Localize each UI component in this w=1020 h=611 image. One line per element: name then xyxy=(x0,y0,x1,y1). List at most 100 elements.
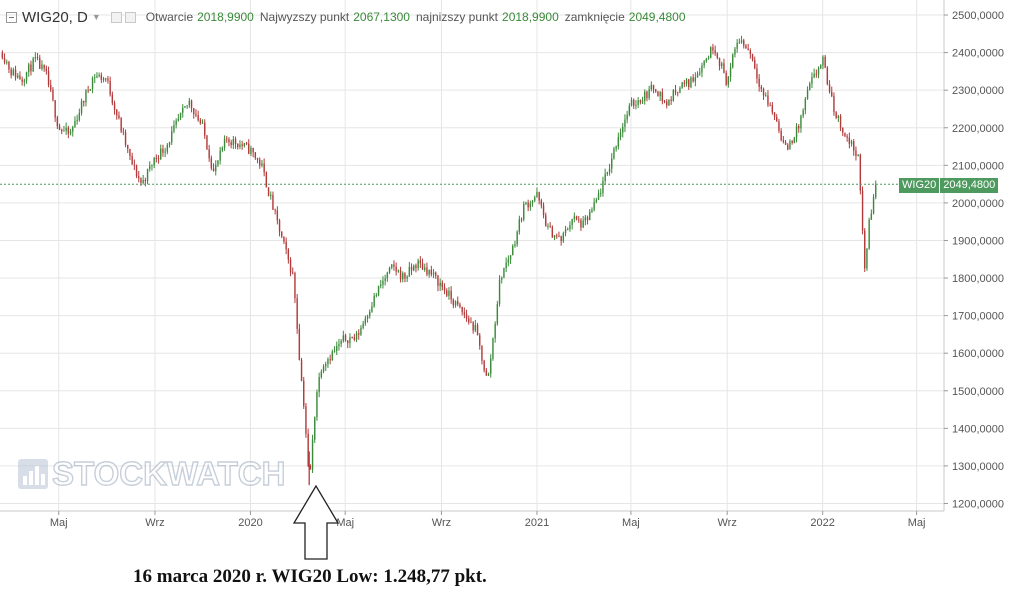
candle-body xyxy=(817,68,820,75)
candle-body xyxy=(567,229,569,230)
candle-body xyxy=(738,42,741,44)
add-icon[interactable] xyxy=(124,11,136,23)
candle-body xyxy=(124,132,127,145)
candle-body xyxy=(727,77,730,85)
candle-body xyxy=(201,122,204,124)
candle-body xyxy=(384,278,386,281)
candle-body xyxy=(263,163,265,173)
candle-body xyxy=(415,265,417,269)
candle-body xyxy=(795,126,798,138)
candle-body xyxy=(151,165,153,167)
candle-body xyxy=(619,132,622,138)
candle-body xyxy=(65,127,67,131)
candle-body xyxy=(523,204,525,220)
candle-body xyxy=(448,290,450,296)
candle-body xyxy=(96,76,98,78)
candle-body xyxy=(760,86,763,89)
candle-body xyxy=(793,137,796,143)
candle-body xyxy=(153,157,155,166)
candle-body xyxy=(160,148,162,160)
candle-body xyxy=(285,241,287,250)
candle-body xyxy=(782,140,785,142)
open-label: Otwarcie xyxy=(145,10,194,24)
candle-body xyxy=(606,172,609,174)
symbol-label[interactable]: WIG20, D xyxy=(22,8,88,26)
candle-body xyxy=(272,194,274,210)
candle-body xyxy=(344,335,347,341)
candle-body xyxy=(765,95,767,97)
x-tick-label: Maj xyxy=(336,517,354,529)
candle-body xyxy=(208,149,210,159)
candle-body xyxy=(791,141,793,143)
candle-body xyxy=(298,328,301,360)
candle-body xyxy=(155,157,158,159)
candle-body xyxy=(802,110,804,116)
candle-body xyxy=(659,91,661,97)
candle-body xyxy=(402,273,404,280)
candle-body xyxy=(866,248,868,269)
candle-body xyxy=(604,173,606,182)
candle-body xyxy=(195,114,197,116)
candle-body xyxy=(391,264,393,268)
candle-body xyxy=(199,120,202,124)
candle-body xyxy=(714,50,716,54)
candle-body xyxy=(362,323,364,328)
candle-body xyxy=(754,60,756,69)
candle-body xyxy=(463,312,466,315)
candle-body xyxy=(657,91,659,97)
candle-body xyxy=(179,112,182,119)
candle-body xyxy=(421,263,424,270)
candle-body xyxy=(551,226,554,238)
candle-body xyxy=(113,103,116,110)
candle-body xyxy=(503,268,505,278)
y-tick-label: 2200,0000 xyxy=(952,123,1004,135)
high-value: 2067,1300 xyxy=(353,10,410,24)
candle-body xyxy=(661,91,664,102)
gridlines xyxy=(0,0,944,511)
candle-body xyxy=(395,266,397,272)
x-tick-label: 2022 xyxy=(810,517,834,529)
y-tick-label: 2000,0000 xyxy=(952,198,1004,210)
candle-body xyxy=(336,346,338,351)
candle-body xyxy=(340,341,342,344)
candle-body xyxy=(283,236,285,242)
candle-body xyxy=(674,90,677,93)
candle-body xyxy=(78,112,81,120)
candle-body xyxy=(226,138,228,140)
candle-body xyxy=(223,138,226,148)
candle-body xyxy=(347,340,349,344)
candle-body xyxy=(393,264,395,267)
candle-body xyxy=(380,284,382,286)
candle-body xyxy=(773,112,776,117)
candle-body xyxy=(716,53,719,58)
price-tag-value: 2049,4800 xyxy=(940,178,999,193)
candle-body xyxy=(164,151,166,153)
candle-body xyxy=(784,141,787,145)
settings-icon[interactable] xyxy=(110,11,122,23)
candle-body xyxy=(360,327,362,335)
candle-body xyxy=(694,77,697,82)
candle-body xyxy=(542,205,545,216)
candle-body xyxy=(69,131,72,134)
up-arrow-icon xyxy=(292,484,340,560)
candle-body xyxy=(12,69,15,76)
candle-body xyxy=(25,72,28,81)
candle-body xyxy=(685,79,688,84)
candle-body xyxy=(430,269,433,275)
candle-body xyxy=(424,267,426,270)
chevron-down-icon[interactable]: ▼ xyxy=(91,12,101,22)
candle-body xyxy=(683,82,686,84)
candle-body xyxy=(6,62,8,63)
collapse-icon[interactable] xyxy=(6,11,17,23)
x-tick-label: Wrz xyxy=(145,517,164,529)
candle-body xyxy=(668,99,670,106)
candle-body xyxy=(171,131,173,143)
candle-body xyxy=(219,150,221,161)
candle-body xyxy=(228,139,230,143)
candle-body xyxy=(287,249,290,260)
candle-body xyxy=(481,345,483,361)
candle-body xyxy=(259,159,261,166)
last-price-tag: WIG20 2049,4800 xyxy=(899,178,999,193)
candle-body xyxy=(549,226,551,227)
